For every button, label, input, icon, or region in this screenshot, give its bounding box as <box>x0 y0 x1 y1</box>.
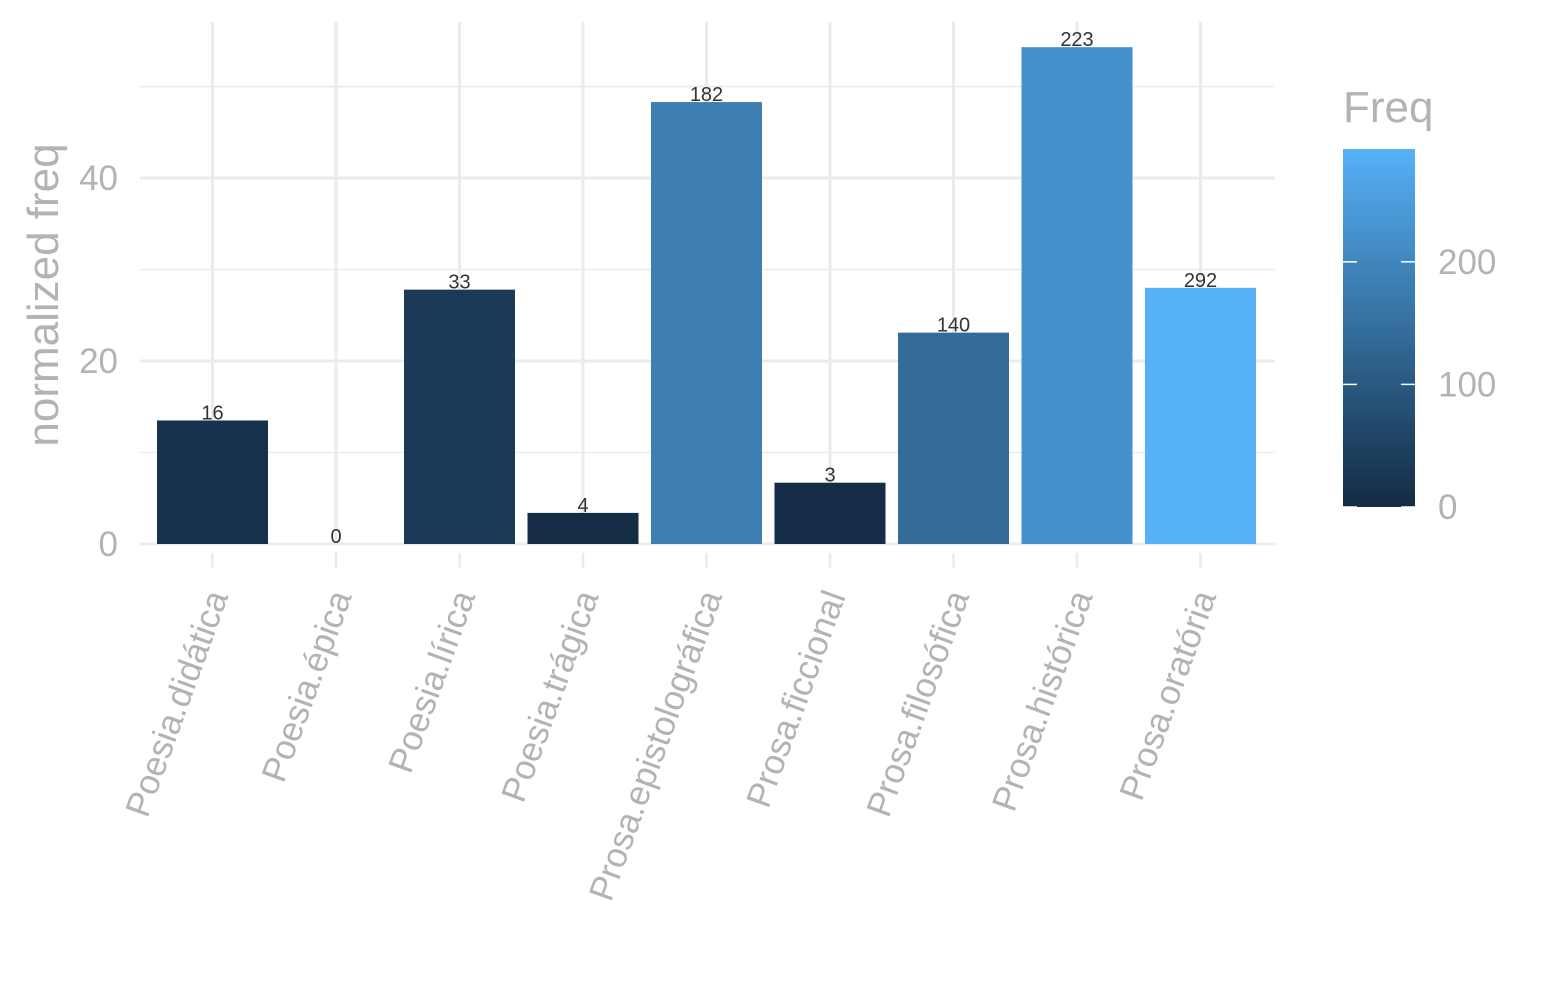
bar <box>1021 47 1133 544</box>
bar <box>527 512 639 544</box>
x-tick-label: Prosa.filosófica <box>859 585 977 822</box>
data-label: 223 <box>1060 29 1093 51</box>
legend-title: Freq <box>1343 83 1433 132</box>
data-label: 292 <box>1184 270 1217 292</box>
legend-tick-label: 0 <box>1438 488 1457 527</box>
legend-ticks: 0 100 200 <box>1343 243 1496 527</box>
x-tick-label: Prosa.histórica <box>985 585 1101 816</box>
bar <box>651 102 762 545</box>
legend-colorbar <box>1343 149 1415 507</box>
legend-tick-label: 200 <box>1438 243 1496 282</box>
x-axis: Poesia.didática Poesia.épica Poesia.lírica… <box>118 553 1224 906</box>
data-label: 4 <box>577 495 588 517</box>
data-label: 182 <box>690 84 723 106</box>
data-label: 3 <box>824 465 835 487</box>
y-axis: 0 20 40 <box>79 159 118 564</box>
data-labels: 16 0 33 4 182 3 140 223 292 <box>201 29 1217 548</box>
y-tick-label: 0 <box>99 525 118 564</box>
bar <box>1145 287 1256 544</box>
x-tick-label: Poesia.épica <box>254 585 359 787</box>
x-tick-label: Prosa.epistolográfica <box>582 585 731 906</box>
legend: Freq 0 100 200 <box>1343 83 1496 527</box>
y-tick-label: 40 <box>79 159 118 198</box>
bars <box>157 47 1256 545</box>
bar <box>898 332 1009 544</box>
data-label: 16 <box>201 402 223 424</box>
bar <box>774 482 886 544</box>
y-tick-label: 20 <box>79 342 118 381</box>
x-tick-label: Prosa.ficcional <box>739 585 853 812</box>
y-axis-title: normalized freq <box>19 143 68 446</box>
bar <box>157 420 268 544</box>
x-tick-label: Poesia.didática <box>118 585 236 822</box>
data-label: 140 <box>937 315 970 337</box>
legend-tick-label: 100 <box>1438 365 1496 404</box>
x-tick-label: Prosa.oratória <box>1112 585 1224 805</box>
x-tick-label: Poesia.lírica <box>381 585 483 778</box>
x-tick-label: Poesia.trágica <box>494 585 607 807</box>
bar <box>404 289 515 544</box>
data-label: 33 <box>448 272 470 294</box>
data-label: 0 <box>330 526 341 548</box>
